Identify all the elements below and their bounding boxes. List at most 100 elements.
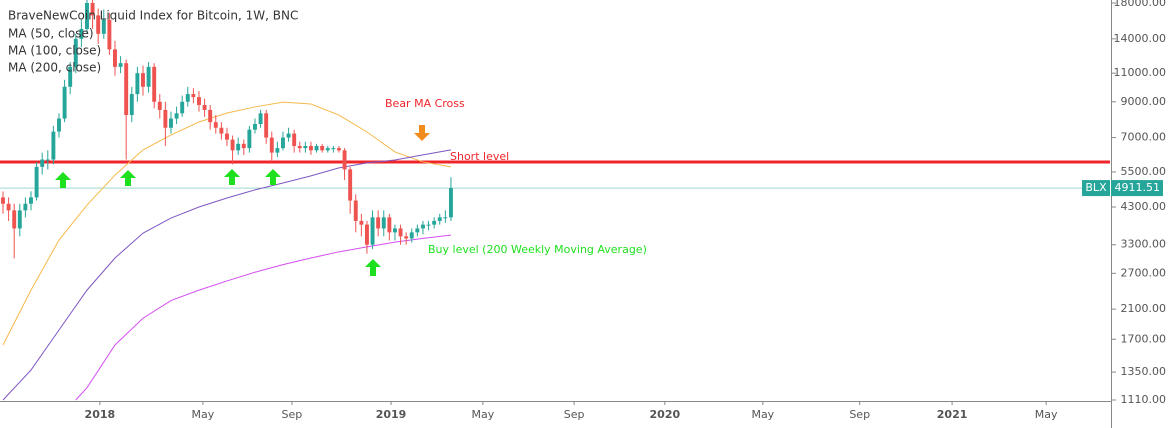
candle-body [365,224,369,245]
legend-entry: MA (200, close) [8,61,101,75]
candle-body [370,217,375,245]
candle-body [124,63,129,116]
candle-body [17,210,22,229]
candle-body [325,148,330,151]
candle-body [73,38,78,67]
candle-body [101,19,106,34]
last-price-label: 4911.51 [1115,181,1161,194]
candle-body [236,143,241,151]
candle-body [90,3,95,16]
candle-body [286,133,291,138]
candle-body [269,137,274,153]
candle-body [247,129,252,149]
candle-body [68,66,73,87]
last-price-tag [1082,180,1110,197]
ma-line [2,101,452,346]
y-tick-label: 1110.00 [1121,393,1167,406]
short-level-label: Short level [450,150,509,163]
candle-body [180,101,185,114]
candle-body [258,113,263,125]
candle-body [45,159,50,161]
x-tick-label: May [192,408,215,421]
candle-body [219,127,224,134]
candle-body [342,150,347,170]
candle-body [420,224,425,229]
candle-body [208,109,213,123]
candle-body [1,197,5,204]
y-tick-label: 1700.00 [1121,332,1167,345]
x-tick-label: May [751,408,774,421]
candle-body [157,101,162,110]
bear-cross-label: Bear MA Cross [385,97,465,110]
y-tick-label: 9000.00 [1121,95,1167,108]
candle-body [392,228,397,233]
candle-body [309,145,313,151]
candle-body [23,203,28,211]
ma-line [2,149,452,401]
x-tick-label: 2019 [376,408,407,421]
candle-body [174,113,179,119]
candle-body [376,217,381,229]
x-tick-label: 2020 [650,408,681,421]
x-tick-label: 2021 [937,408,968,421]
legend-entry: MA (100, close) [8,44,101,58]
candle-body [197,97,201,105]
legend-entry: MA (50, close) [8,27,94,41]
x-tick-label: 2018 [85,408,116,421]
candle-body [314,145,319,151]
candle-body [264,113,269,138]
candle-body [12,210,17,229]
x-tick-label: May [1035,408,1058,421]
x-tick-label: Sep [564,408,585,421]
candle-body [443,217,448,219]
y-tick-label: 14000.00 [1114,32,1167,45]
y-tick-label: 7000.00 [1121,131,1167,144]
candle-body [146,66,151,87]
candle-body [275,148,280,153]
candle-body [191,94,196,98]
last-price-box [1111,180,1163,197]
y-tick-label: 2100.00 [1121,302,1167,315]
candle-body [152,66,157,102]
candle-body [29,197,33,204]
y-tick-label: 1350.00 [1121,365,1167,378]
candle-body [202,104,207,110]
candle-body [404,236,409,239]
candle-body [331,148,336,150]
candle-body [34,166,39,198]
candle-body [253,124,257,130]
candle-body [337,148,341,151]
candle-body [163,109,168,128]
x-tick-label: May [471,408,494,421]
x-tick-label: Sep [849,408,870,421]
candle-body [353,200,358,221]
candle-body [432,220,437,225]
ma-line [75,234,452,401]
y-tick-label: 4300.00 [1121,200,1167,213]
candle-body [40,159,45,167]
plot-area [0,0,1110,401]
candle-body [359,220,364,225]
candle-body [281,137,285,149]
candle-body [107,19,112,50]
buy-level-label: Buy level (200 Weekly Moving Average) [428,243,647,256]
candle-body [51,131,56,160]
candle-body [185,94,190,102]
candle-body [292,133,297,146]
y-tick-label: 18000.00 [1114,0,1167,9]
candle-body [303,145,308,149]
candle-body [57,118,61,132]
candle-body [225,133,229,140]
buy-arrows [55,169,381,276]
candle-body [387,217,392,233]
candle-body [62,86,67,119]
arrows [55,125,430,276]
candle-body [348,169,353,201]
candle-body [141,73,145,87]
candle-body [437,217,442,221]
candle-body [230,139,235,151]
candle-body [426,224,431,226]
candle-body [320,145,325,151]
candle-body [213,122,218,128]
